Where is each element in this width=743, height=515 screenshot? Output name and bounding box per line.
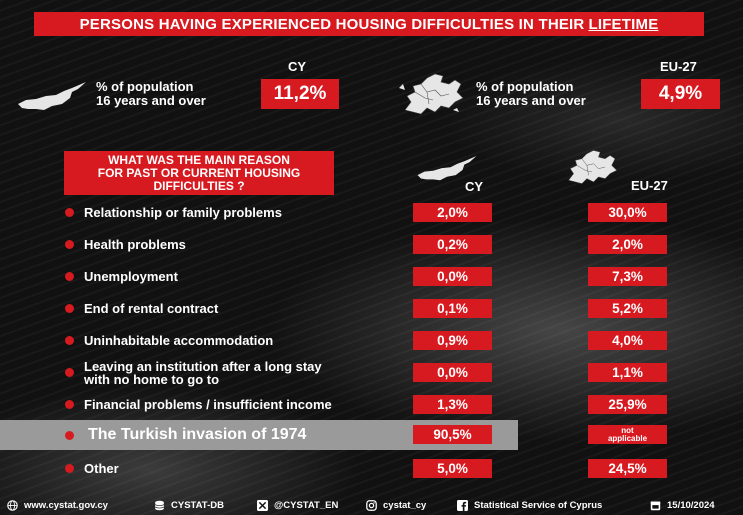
europe-map-icon bbox=[399, 73, 464, 115]
cy-value: 90,5% bbox=[413, 425, 492, 444]
eu-column-map-icon bbox=[568, 150, 618, 184]
reason-label-line1: Leaving an institution after a long stay bbox=[84, 359, 322, 374]
eu-value: not applicable bbox=[588, 425, 667, 444]
footer: www.cystat.gov.cy CYSTAT-DB @CYSTAT_EN c… bbox=[0, 497, 743, 515]
table-row: Financial problems / insufficient income… bbox=[0, 390, 743, 420]
table-row: Relationship or family problems 2,0% 30,… bbox=[0, 198, 743, 228]
cy-value: 0,0% bbox=[413, 363, 492, 382]
eu-summary-value: 4,9% bbox=[641, 79, 720, 109]
eu-column-header: EU-27 bbox=[631, 178, 668, 193]
reason-label-line2: with no home to go to bbox=[84, 372, 220, 387]
eu-value: 4,0% bbox=[588, 331, 667, 350]
eu-value-line1: not bbox=[621, 425, 634, 435]
cy-value: 2,0% bbox=[413, 203, 492, 222]
reason-label: Uninhabitable accommodation bbox=[84, 333, 274, 348]
bullet-dot bbox=[65, 208, 74, 217]
cy-value: 0,1% bbox=[413, 299, 492, 318]
question-box: WHAT WAS THE MAIN REASON FOR PAST OR CUR… bbox=[64, 151, 334, 195]
footer-date-text: 15/10/2024 bbox=[667, 500, 715, 511]
footer-website-text: www.cystat.gov.cy bbox=[24, 500, 108, 511]
reason-label: Relationship or family problems bbox=[84, 205, 282, 220]
bullet-dot bbox=[65, 431, 74, 440]
reason-label: The Turkish invasion of 1974 bbox=[88, 426, 307, 443]
eu-value: 1,1% bbox=[588, 363, 667, 382]
footer-db-text: CYSTAT-DB bbox=[171, 500, 224, 511]
question-line1: WHAT WAS THE MAIN REASON bbox=[108, 152, 290, 167]
instagram-icon bbox=[366, 500, 377, 511]
x-logo-icon bbox=[257, 500, 268, 511]
cy-summary-header: CY bbox=[288, 59, 307, 74]
cyprus-map-icon bbox=[18, 82, 86, 110]
footer-instagram-link[interactable]: cystat_cy bbox=[365, 500, 426, 511]
bullet-dot bbox=[65, 272, 74, 281]
table-row: The Turkish invasion of 1974 90,5% not a… bbox=[0, 420, 743, 450]
footer-website-link[interactable]: www.cystat.gov.cy bbox=[6, 500, 108, 511]
eu-population-line2: 16 years and over bbox=[476, 93, 586, 108]
cy-population-label: % of population 16 years and over bbox=[96, 80, 206, 108]
table-row: Uninhabitable accommodation 0,9% 4,0% bbox=[0, 326, 743, 356]
footer-facebook-link[interactable]: Statistical Service of Cyprus bbox=[456, 500, 602, 511]
cy-column-header: CY bbox=[465, 179, 484, 194]
title-underlined-text: LIFETIME bbox=[588, 15, 659, 33]
bullet-dot bbox=[65, 336, 74, 345]
cy-value: 1,3% bbox=[413, 395, 492, 414]
page-title: PERSONS HAVING EXPERIENCED HOUSING DIFFI… bbox=[34, 12, 704, 36]
eu-value: 30,0% bbox=[588, 203, 667, 222]
eu-value: 25,9% bbox=[588, 395, 667, 414]
eu-value: 2,0% bbox=[588, 235, 667, 254]
facebook-icon bbox=[457, 500, 468, 511]
eu-population-label: % of population 16 years and over bbox=[476, 80, 586, 108]
footer-db-link[interactable]: CYSTAT-DB bbox=[153, 500, 224, 511]
footer-date: 15/10/2024 bbox=[649, 500, 715, 511]
cy-column-map-icon bbox=[417, 156, 477, 181]
title-text: PERSONS HAVING EXPERIENCED HOUSING DIFFI… bbox=[79, 15, 585, 33]
bullet-dot bbox=[65, 368, 74, 377]
eu-value: 7,3% bbox=[588, 267, 667, 286]
eu-summary-header: EU-27 bbox=[660, 59, 697, 74]
cy-value: 0,9% bbox=[413, 331, 492, 350]
reason-label: Health problems bbox=[84, 237, 186, 252]
eu-value-line2: applicable bbox=[607, 433, 648, 443]
question-line3: DIFFICULTIES ? bbox=[153, 178, 245, 193]
bullet-dot bbox=[65, 304, 74, 313]
footer-x-link[interactable]: @CYSTAT_EN bbox=[256, 500, 338, 511]
eu-value: 24,5% bbox=[588, 459, 667, 478]
footer-x-text: @CYSTAT_EN bbox=[274, 500, 339, 511]
reason-label: Other bbox=[84, 461, 119, 476]
bullet-dot bbox=[65, 400, 74, 409]
cy-value: 5,0% bbox=[413, 459, 492, 478]
table-row: Other 5,0% 24,5% bbox=[0, 454, 743, 484]
globe-icon bbox=[7, 500, 18, 511]
eu-value: 5,2% bbox=[588, 299, 667, 318]
bullet-dot bbox=[65, 464, 74, 473]
footer-facebook-text: Statistical Service of Cyprus bbox=[474, 500, 603, 511]
reason-label: Unemployment bbox=[84, 269, 178, 284]
reason-label: End of rental contract bbox=[84, 301, 219, 316]
table-row: Unemployment 0,0% 7,3% bbox=[0, 262, 743, 292]
cy-value: 0,2% bbox=[413, 235, 492, 254]
calendar-icon bbox=[650, 501, 661, 511]
table-row: End of rental contract 0,1% 5,2% bbox=[0, 294, 743, 324]
table-row: Health problems 0,2% 2,0% bbox=[0, 230, 743, 260]
table-row: Leaving an institution after a long stay… bbox=[0, 358, 743, 388]
database-icon bbox=[155, 500, 164, 511]
cy-summary-value: 11,2% bbox=[261, 79, 339, 109]
footer-instagram-text: cystat_cy bbox=[383, 500, 427, 511]
cy-value: 0,0% bbox=[413, 267, 492, 286]
bullet-dot bbox=[65, 240, 74, 249]
cy-population-line1: % of population bbox=[96, 79, 194, 94]
reason-label: Leaving an institution after a long stay… bbox=[84, 360, 322, 386]
eu-population-line1: % of population bbox=[476, 79, 574, 94]
reason-label: Financial problems / insufficient income bbox=[84, 397, 332, 412]
cy-population-line2: 16 years and over bbox=[96, 93, 206, 108]
question-line2: FOR PAST OR CURRENT HOUSING bbox=[97, 165, 301, 180]
